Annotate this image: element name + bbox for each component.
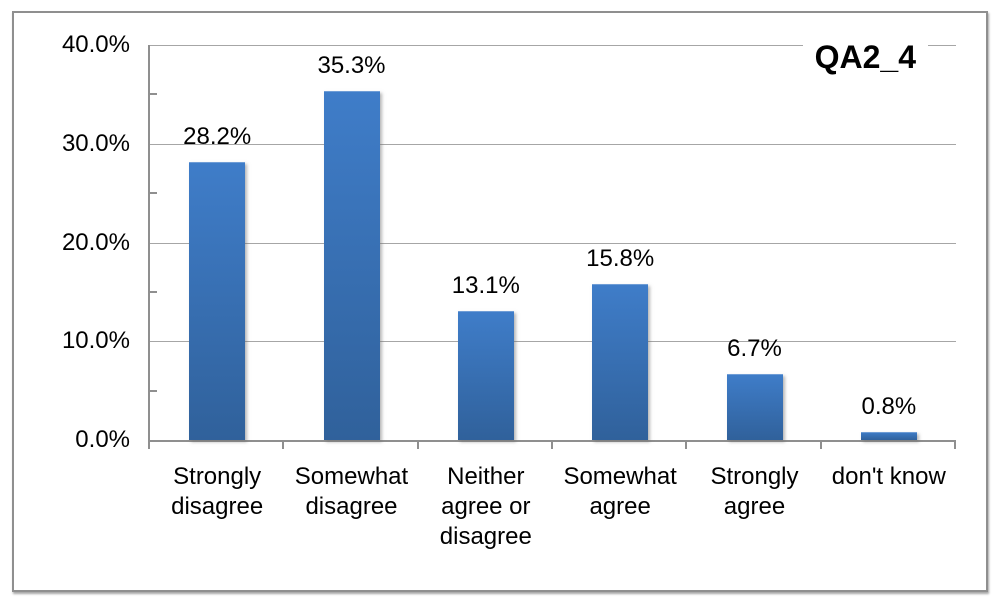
major-gridline	[150, 45, 956, 46]
bar-value-label: 13.1%	[451, 271, 520, 299]
y-axis-tick-label: 40.0%	[61, 31, 130, 58]
category-label: Strongly agree	[710, 463, 799, 520]
y-axis-minor-tick	[150, 290, 157, 293]
bar	[726, 373, 783, 440]
chart-title: QA2_4	[802, 36, 928, 78]
y-axis-minor-tick	[150, 192, 157, 195]
y-axis-minor-tick	[150, 389, 157, 392]
bar-value-label: 6.7%	[727, 334, 782, 362]
bar	[189, 161, 246, 440]
x-axis-tick	[416, 440, 419, 449]
major-gridline	[150, 143, 956, 145]
bar	[457, 310, 514, 440]
x-axis-tick	[819, 440, 822, 449]
major-gridline	[150, 341, 956, 343]
plot-area: 28.2% 35.3% 13.1% 15.8% 6.7% 0.8%	[148, 45, 956, 442]
category-label: Somewhat disagree	[294, 463, 409, 520]
y-axis-tick-label: 10.0%	[61, 327, 130, 355]
chart-frame: 28.2% 35.3% 13.1% 15.8% 6.7% 0.8% 40.0% 30.0% 2…	[12, 11, 988, 592]
bar-value-label: 15.8%	[586, 244, 655, 272]
bar-value-label: 28.2%	[183, 122, 252, 150]
category-label: don't know	[831, 463, 946, 490]
y-axis-minor-tick	[150, 93, 157, 96]
x-axis-tick	[551, 440, 553, 449]
category-label: Somewhat agree	[563, 463, 677, 520]
x-axis-tick	[282, 440, 285, 449]
major-gridline	[150, 242, 956, 244]
x-axis-tick	[954, 440, 956, 449]
bar-value-label: 0.8%	[861, 393, 917, 421]
bar	[323, 91, 380, 440]
y-axis-tick-label: 20.0%	[61, 228, 130, 256]
x-axis-tick	[148, 440, 150, 449]
y-axis-tick-label: 0.0%	[75, 426, 130, 453]
bar	[592, 283, 649, 440]
x-axis-category-labels: Strongly disagree Somewhat disagree Neithe…	[150, 462, 956, 552]
bar-value-label: 35.3%	[317, 52, 386, 80]
category-label: Neither agree or disagree	[439, 463, 532, 550]
x-axis-tick	[685, 440, 688, 449]
category-label: Strongly disagree	[171, 463, 264, 520]
y-axis-tick-label: 30.0%	[61, 129, 130, 157]
bar	[860, 432, 917, 440]
